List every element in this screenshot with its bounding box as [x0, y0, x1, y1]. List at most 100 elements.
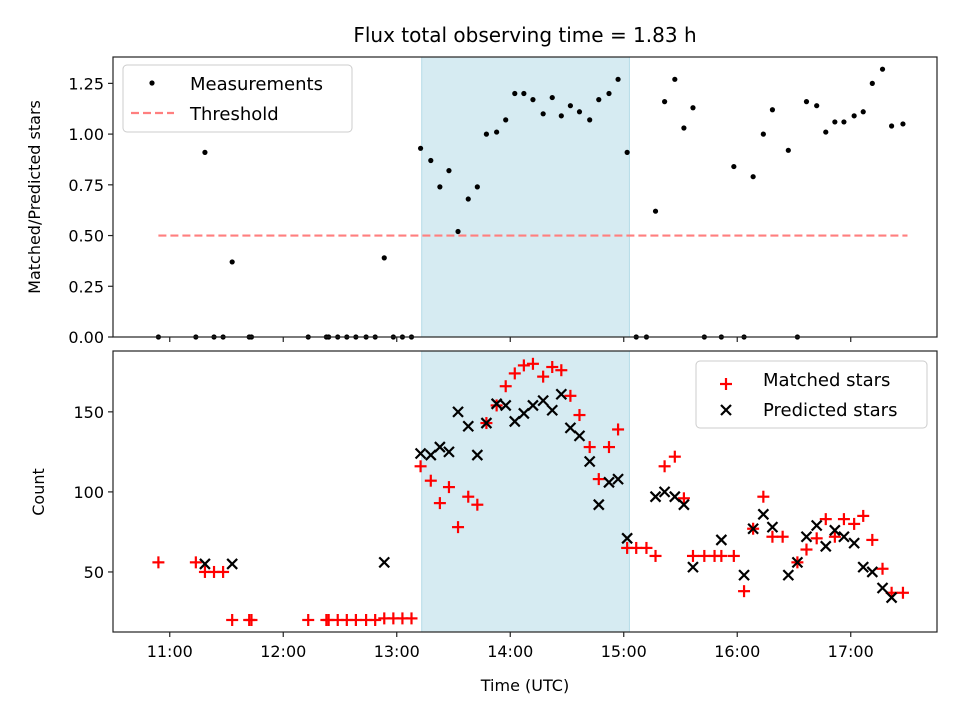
- matched-stars-point: [508, 367, 521, 380]
- matched-stars-point: [302, 613, 315, 626]
- x-tick-label: 17:00: [828, 642, 874, 661]
- matched-stars-point: [776, 530, 789, 543]
- measurement-point: [474, 184, 480, 190]
- matched-stars-point: [837, 513, 850, 526]
- predicted-stars-point: [857, 561, 870, 573]
- ratio-legend: Measurements Threshold: [122, 64, 353, 133]
- matched-stars-point: [658, 460, 671, 473]
- y-tick-label: 50: [84, 563, 104, 582]
- chart-title: Flux total observing time = 1.83 h: [353, 23, 696, 47]
- measurement-point: [530, 97, 536, 103]
- y-tick-label: 100: [73, 483, 104, 502]
- predicted-stars-point: [573, 430, 586, 442]
- predicted-stars-point: [490, 398, 503, 410]
- measurement-point: [652, 208, 659, 214]
- x-tick-label: 16:00: [714, 642, 760, 661]
- matched-stars-point: [546, 361, 559, 374]
- measurement-point: [615, 76, 621, 82]
- matched-stars-point: [738, 585, 751, 598]
- matched-stars-point: [866, 533, 879, 546]
- measurement-point: [823, 129, 829, 135]
- measurement-point: [760, 131, 766, 137]
- predicted-stars-point: [766, 521, 779, 533]
- measurement-point: [662, 99, 668, 105]
- legend-threshold-label: Threshold: [189, 104, 279, 125]
- measurement-point: [879, 66, 886, 72]
- matched-stars-point: [517, 359, 530, 372]
- legend-measurements-label: Measurements: [190, 74, 323, 95]
- measurement-point: [690, 105, 696, 111]
- matched-stars-point: [677, 492, 690, 505]
- predicted-stars-point: [378, 556, 391, 569]
- x-tick-label: 15:00: [601, 642, 647, 661]
- predicted-stars-point: [434, 441, 446, 453]
- observing-window-span: [421, 56, 630, 338]
- x-tick-label: 11:00: [147, 642, 193, 661]
- predicted-stars-point: [499, 399, 512, 412]
- matched-stars-point: [630, 541, 643, 554]
- predicted-stars-point: [603, 476, 615, 489]
- predicted-stars-point: [462, 420, 475, 433]
- matched-stars-point: [189, 556, 202, 569]
- measurement-point: [803, 99, 810, 105]
- matched-stars-point: [649, 549, 662, 562]
- measurement-point: [731, 163, 737, 170]
- predicted-stars-point: [810, 519, 823, 532]
- matched-stars-point: [152, 556, 165, 569]
- y-tick-label: 0.50: [68, 227, 104, 246]
- measurement-point: [417, 145, 424, 151]
- measurement-point: [900, 121, 906, 127]
- predicted-stars-point: [555, 388, 568, 401]
- predicted-stars-point: [612, 473, 624, 485]
- matched-stars-point: [668, 450, 681, 463]
- matched-stars-point: [848, 517, 861, 530]
- count-axes: 50 100 150 11:00 12:00 13:00 14:00 15:00 16:00 17…: [29, 350, 938, 695]
- matched-stars-point: [715, 549, 728, 562]
- legend-measurements-marker: [149, 80, 155, 86]
- measurement-point: [869, 80, 875, 86]
- measurement-point: [841, 119, 847, 125]
- predicted-stars-point: [425, 449, 437, 461]
- predicted-stars-point: [527, 399, 539, 412]
- measurement-point: [465, 196, 471, 202]
- measurement-point: [540, 111, 546, 117]
- y-tick-label: 0.25: [68, 277, 104, 296]
- count-legend: Matched stars Predicted stars: [695, 360, 928, 429]
- measurement-point: [596, 97, 602, 103]
- predicted-stars-point: [658, 486, 671, 498]
- predicted-stars-point: [564, 422, 577, 434]
- legend-predicted-marker: [720, 404, 732, 416]
- measurement-point: [428, 157, 434, 164]
- matched-stars-point: [499, 380, 512, 393]
- predicted-stars-point: [669, 490, 681, 503]
- predicted-stars-point: [226, 558, 238, 570]
- predicted-stars-point: [443, 446, 455, 458]
- matched-stars-point: [727, 549, 740, 562]
- matched-stars-point: [226, 613, 239, 626]
- measurement-point: [587, 117, 593, 123]
- predicted-stars-point: [848, 537, 860, 549]
- predicted-stars-point: [480, 417, 493, 429]
- predicted-stars-point: [678, 498, 690, 511]
- matched-stars-point: [810, 532, 823, 545]
- legend-matched-label: Matched stars: [763, 370, 890, 391]
- matched-stars-point: [369, 613, 382, 626]
- measurement-point: [229, 259, 235, 265]
- measurement-point: [624, 149, 630, 155]
- y-tick-label: 150: [73, 403, 104, 422]
- predicted-stars-point: [747, 522, 759, 535]
- predicted-stars-point: [649, 490, 662, 503]
- matched-stars-point: [555, 364, 568, 377]
- ratio-legend-box: [122, 64, 353, 133]
- matched-stars-point: [640, 541, 653, 554]
- predicted-stars-point: [537, 394, 549, 407]
- predicted-stars-point: [782, 569, 795, 581]
- measurement-point: [381, 255, 387, 261]
- predicted-stars-point: [838, 530, 850, 543]
- matched-stars-point: [583, 441, 596, 454]
- matched-stars-point: [217, 565, 230, 578]
- measurement-point: [832, 119, 838, 125]
- x-tick-label: 12:00: [260, 642, 306, 661]
- measurement-point: [446, 168, 452, 174]
- predicted-stars-point: [509, 415, 521, 428]
